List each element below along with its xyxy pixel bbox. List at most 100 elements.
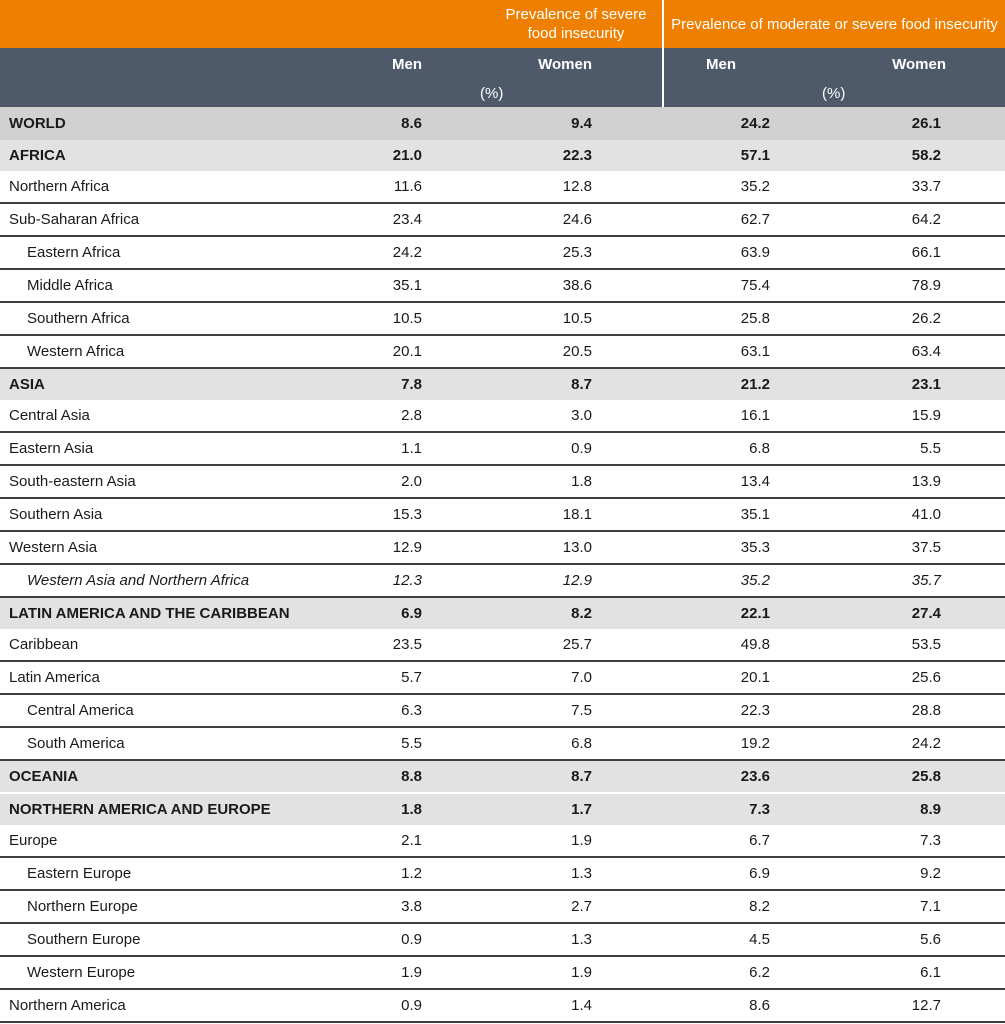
table-row: Northern Africa 11.6 12.8 35.2 33.7 xyxy=(0,171,1005,204)
cell-severe-women: 18.1 xyxy=(562,506,592,523)
cell-severe-women: 7.0 xyxy=(571,669,592,686)
cell-severe-men: 1.8 xyxy=(401,801,422,818)
row-label: Southern Europe xyxy=(27,931,141,948)
cell-moderate-women: 7.1 xyxy=(920,898,941,915)
table-row: Northern America 0.9 1.4 8.6 12.7 xyxy=(0,990,1005,1023)
header-severe-columns: Men Women (%) xyxy=(320,48,662,107)
cell-moderate-men: 25.8 xyxy=(740,310,770,327)
cell-severe-men: 8.6 xyxy=(401,115,422,132)
cell-severe-men: 23.5 xyxy=(392,636,422,653)
cell-severe-men: 23.4 xyxy=(392,211,422,228)
cell-moderate-women: 37.5 xyxy=(911,539,941,556)
row-label: Central America xyxy=(27,702,134,719)
cell-moderate-women: 64.2 xyxy=(911,211,941,228)
cell-moderate-women: 33.7 xyxy=(911,178,941,195)
cell-moderate-men: 49.8 xyxy=(740,636,770,653)
cell-moderate-women: 24.2 xyxy=(911,735,941,752)
cell-severe-women: 2.7 xyxy=(571,898,592,915)
row-label: Eastern Asia xyxy=(9,440,94,457)
cell-moderate-women: 66.1 xyxy=(911,244,941,261)
cell-severe-men: 2.1 xyxy=(401,832,422,849)
table-row: Eastern Africa 24.2 25.3 63.9 66.1 xyxy=(0,237,1005,270)
row-label: Latin America xyxy=(9,669,100,686)
cell-severe-women: 7.5 xyxy=(571,702,592,719)
cell-moderate-women: 27.4 xyxy=(911,605,941,622)
cell-severe-men: 0.9 xyxy=(401,931,422,948)
cell-moderate-women: 26.1 xyxy=(911,115,941,132)
table-row: South-eastern Asia 2.0 1.8 13.4 13.9 xyxy=(0,466,1005,499)
cell-severe-men: 2.0 xyxy=(401,473,422,490)
cell-severe-men: 0.9 xyxy=(401,997,422,1014)
cell-severe-women: 1.9 xyxy=(571,964,592,981)
cell-moderate-men: 22.3 xyxy=(740,702,770,719)
cell-severe-men: 24.2 xyxy=(392,244,422,261)
cell-severe-women: 25.7 xyxy=(562,636,592,653)
table-row: Latin America 5.7 7.0 20.1 25.6 xyxy=(0,662,1005,695)
table-body: WORLD 8.6 9.4 24.2 26.1 AFRICA 21.0 22.3 57.1 58.… xyxy=(0,107,1005,1023)
cell-severe-men: 35.1 xyxy=(392,277,422,294)
cell-moderate-men: 19.2 xyxy=(740,735,770,752)
header-blank-cell xyxy=(0,48,320,107)
row-label: Caribbean xyxy=(9,636,79,653)
cell-moderate-women: 63.4 xyxy=(911,343,941,360)
row-label: South-eastern Asia xyxy=(9,473,136,490)
row-label: Western Asia xyxy=(9,539,98,556)
row-label: LATIN AMERICA AND THE CARIBBEAN xyxy=(9,605,290,622)
cell-moderate-men: 63.9 xyxy=(740,244,770,261)
cell-severe-men: 8.8 xyxy=(401,768,422,785)
cell-severe-men: 5.5 xyxy=(401,735,422,752)
cell-moderate-men: 23.6 xyxy=(740,768,770,785)
cell-severe-women: 1.8 xyxy=(571,473,592,490)
cell-moderate-men: 63.1 xyxy=(740,343,770,360)
table-row: ASIA 7.8 8.7 21.2 23.1 xyxy=(0,369,1005,400)
row-label: Western Europe xyxy=(27,964,136,981)
table-row: OCEANIA 8.8 8.7 23.6 25.8 xyxy=(0,761,1005,792)
cell-severe-women: 20.5 xyxy=(562,343,592,360)
header-blank-cell xyxy=(0,0,490,48)
cell-severe-women: 1.3 xyxy=(571,865,592,882)
header-men-moderate: Men xyxy=(706,56,736,73)
table-row: NORTHERN AMERICA AND EUROPE 1.8 1.7 7.3 8.9 xyxy=(0,792,1005,825)
cell-moderate-women: 25.6 xyxy=(911,669,941,686)
cell-moderate-women: 26.2 xyxy=(911,310,941,327)
row-label: Southern Africa xyxy=(27,310,130,327)
table-row: Middle Africa 35.1 38.6 75.4 78.9 xyxy=(0,270,1005,303)
table-row: Sub-Saharan Africa 23.4 24.6 62.7 64.2 xyxy=(0,204,1005,237)
row-label: Western Africa xyxy=(27,343,125,360)
cell-severe-men: 15.3 xyxy=(392,506,422,523)
row-label: Western Asia and Northern Africa xyxy=(27,572,250,589)
header-moderate-severe-group: Prevalence of moderate or severe food in… xyxy=(671,15,998,33)
table-row: WORLD 8.6 9.4 24.2 26.1 xyxy=(0,107,1005,140)
header-women-moderate: Women xyxy=(892,56,946,73)
cell-moderate-men: 8.2 xyxy=(749,898,770,915)
cell-moderate-women: 78.9 xyxy=(911,277,941,294)
row-label: NORTHERN AMERICA AND EUROPE xyxy=(9,801,271,818)
cell-moderate-women: 23.1 xyxy=(911,376,941,393)
header-divider xyxy=(662,48,664,107)
cell-moderate-men: 16.1 xyxy=(740,407,770,424)
cell-severe-women: 8.2 xyxy=(571,605,592,622)
cell-moderate-men: 13.4 xyxy=(740,473,770,490)
cell-severe-men: 21.0 xyxy=(392,147,422,164)
cell-moderate-men: 35.1 xyxy=(740,506,770,523)
cell-moderate-women: 58.2 xyxy=(911,147,941,164)
cell-moderate-men: 62.7 xyxy=(740,211,770,228)
cell-severe-women: 24.6 xyxy=(562,211,592,228)
header-moderate-columns: Men Women (%) xyxy=(664,48,1005,107)
cell-severe-women: 3.0 xyxy=(571,407,592,424)
cell-severe-men: 12.3 xyxy=(392,572,422,589)
row-label: Northern Africa xyxy=(9,178,110,195)
row-label: Northern Europe xyxy=(27,898,138,915)
row-label: Eastern Africa xyxy=(27,244,121,261)
table-row: Western Europe 1.9 1.9 6.2 6.1 xyxy=(0,957,1005,990)
cell-moderate-women: 41.0 xyxy=(911,506,941,523)
cell-severe-men: 5.7 xyxy=(401,669,422,686)
table-row: Southern Europe 0.9 1.3 4.5 5.6 xyxy=(0,924,1005,957)
cell-severe-women: 9.4 xyxy=(571,115,592,132)
table-row: Caribbean 23.5 25.7 49.8 53.5 xyxy=(0,629,1005,662)
cell-severe-men: 12.9 xyxy=(392,539,422,556)
cell-moderate-women: 15.9 xyxy=(911,407,941,424)
cell-moderate-women: 13.9 xyxy=(911,473,941,490)
cell-severe-women: 10.5 xyxy=(562,310,592,327)
